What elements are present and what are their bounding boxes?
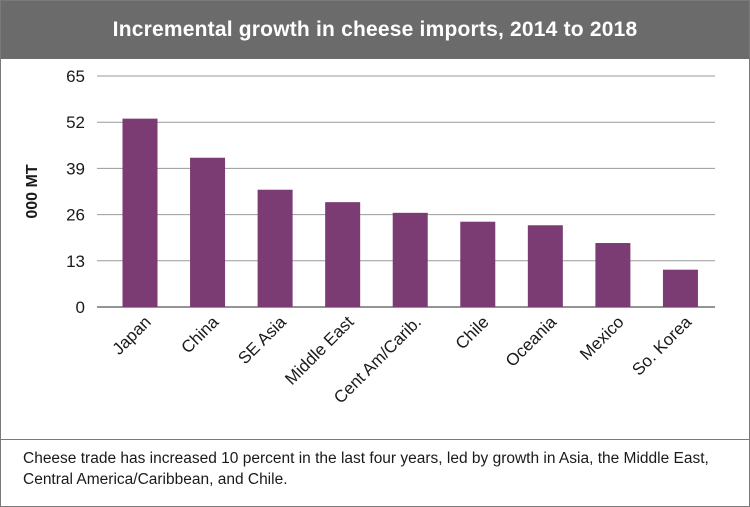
bar — [460, 221, 496, 307]
x-tick-label: Japan — [109, 312, 155, 358]
y-tick-label: 65 — [66, 67, 85, 86]
bar — [257, 189, 293, 307]
x-tick-label: So. Korea — [628, 312, 695, 379]
bar — [527, 225, 563, 307]
bar — [595, 243, 631, 307]
y-axis-label: 000 MT — [24, 164, 41, 218]
x-tick-label: Chile — [452, 312, 493, 353]
y-tick-label: 0 — [76, 298, 85, 317]
x-tick-label: Mexico — [576, 312, 628, 364]
caption: Cheese trade has increased 10 percent in… — [1, 439, 749, 506]
y-tick-labels: 0 13 26 39 52 65 — [66, 67, 85, 317]
bar — [122, 118, 158, 307]
x-tick-label: SE Asia — [234, 312, 290, 368]
plot-area: 0 13 26 39 52 65 Japan China SE Asia Middle East… — [1, 59, 749, 439]
chart-title: Incremental growth in cheese imports, 20… — [1, 1, 749, 59]
y-tick-label: 52 — [66, 113, 85, 132]
bar — [662, 269, 698, 307]
y-tick-label: 13 — [66, 252, 85, 271]
bar — [190, 157, 226, 307]
x-tick-label: Oceania — [502, 312, 561, 371]
bar — [325, 202, 361, 307]
y-tick-label: 26 — [66, 206, 85, 225]
y-tick-label: 39 — [66, 159, 85, 178]
bar — [392, 212, 428, 307]
bars — [122, 118, 698, 307]
x-tick-label: China — [178, 312, 223, 357]
